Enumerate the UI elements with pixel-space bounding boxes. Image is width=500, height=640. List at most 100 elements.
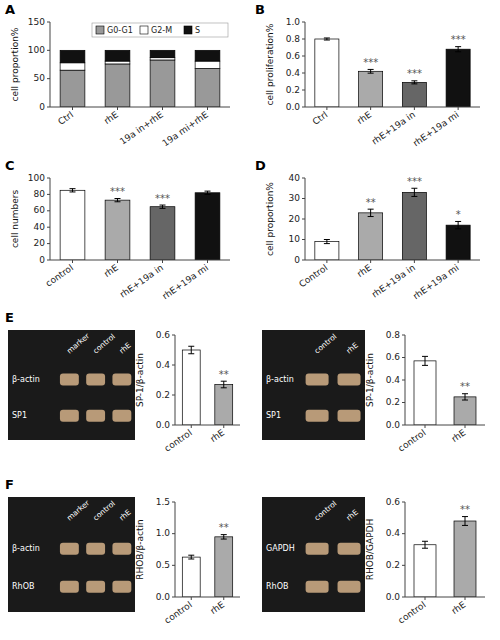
gel-background [8, 497, 135, 612]
x-tick [458, 107, 459, 110]
bar [182, 350, 200, 425]
y-tick-label: 80 [34, 189, 46, 199]
significance: *** [363, 57, 378, 68]
y-tick-label: 0.0 [386, 420, 401, 430]
error-bar [455, 47, 461, 52]
x-tick [117, 260, 118, 263]
lane-label: rhE [345, 340, 361, 355]
legend-box [92, 23, 228, 37]
bar-segment [60, 50, 85, 62]
x-tick [191, 597, 192, 600]
y-axis-label: cell proliferation% [265, 23, 275, 105]
y-tick-label: 0.2 [286, 85, 300, 95]
y-axis [175, 335, 176, 425]
band-label: β-actin [266, 375, 294, 384]
marks [182, 535, 232, 597]
lane-label: marker [65, 331, 92, 356]
y-tick-label: 0.8 [286, 34, 301, 44]
error-bar [368, 209, 374, 216]
bar-chart: 020406080100controlrhErhE+19a inrhE+19a … [5, 158, 230, 301]
panel-label: C [5, 158, 15, 173]
y-tick-label: 20 [34, 238, 46, 248]
gel-band [306, 374, 329, 386]
x-tick-label: control [396, 599, 427, 625]
bar [446, 49, 470, 107]
x-tick [191, 425, 192, 428]
y-tick-label: 40 [289, 173, 301, 183]
y-tick-label: 0.6 [386, 497, 401, 507]
panel-label: D [255, 158, 266, 173]
error-bar [70, 189, 76, 192]
lane-label: marker [65, 498, 92, 523]
significance: ** [460, 504, 470, 515]
gel: controlrhEβ-actinSP1 [262, 330, 365, 440]
marks [182, 346, 232, 425]
gel-band [86, 410, 105, 422]
y-axis [405, 502, 406, 597]
x-tick-label: control [163, 599, 194, 625]
significance: ** [366, 197, 376, 208]
y-tick-label: 0.6 [286, 51, 301, 61]
gel-background [8, 330, 135, 440]
legend-swatch [184, 26, 192, 34]
error-bar [221, 381, 227, 388]
x-tick-label: 19a in+rhE [118, 109, 165, 146]
x-tick-label: control [163, 427, 194, 453]
bar [150, 207, 175, 260]
x-axis [175, 425, 240, 426]
gel-band [112, 374, 131, 386]
y-tick-label: 0.6 [386, 352, 401, 362]
gel-background [262, 497, 365, 612]
gel-band [306, 581, 329, 593]
error-bar [324, 38, 330, 40]
y-axis-label: cell proportion% [265, 182, 275, 256]
x-axis [405, 597, 485, 598]
y-axis [305, 22, 306, 107]
figure: 050100150CtrlrhE19a in+rhE19a mi+rhEcell… [0, 0, 500, 640]
legend-swatch [140, 26, 148, 34]
x-axis [305, 260, 480, 261]
marks [60, 189, 220, 260]
y-tick-label: 20 [289, 214, 301, 224]
x-tick-label: Ctrl [56, 109, 75, 126]
gel-band [86, 374, 105, 386]
bar [215, 537, 233, 597]
y-tick-label: 0 [39, 255, 45, 265]
y-axis-label: cell proportion% [10, 27, 20, 101]
gel: markercontrolrhEβ-actinRhOBF [5, 477, 135, 612]
band-label: β-actin [12, 375, 40, 384]
x-axis [50, 260, 230, 261]
gel-band [338, 581, 361, 593]
bar [359, 213, 383, 260]
x-tick-label: rhE [355, 262, 373, 279]
y-tick-label: 50 [34, 73, 46, 83]
error-bar [368, 69, 374, 73]
gel-band [338, 543, 361, 555]
bar-chart: 0.00.20.40.6controlrhESP-1/β-actin** [135, 330, 240, 454]
lane-label: rhE [117, 340, 133, 355]
marks [60, 50, 220, 107]
lane-label: control [91, 332, 117, 356]
error-bar [462, 394, 468, 400]
gel-band [306, 543, 329, 555]
band-label: RhOB [266, 582, 288, 591]
bar-segment [150, 60, 175, 107]
x-tick [370, 107, 371, 110]
x-tick [117, 107, 118, 110]
x-tick-label: rhE+19a mi [411, 262, 461, 301]
bar-chart: 050100150CtrlrhE19a in+rhE19a mi+rhEcell… [5, 2, 230, 148]
bar-chart: 010203040ControlrhErhE+19a inrhE+19a mic… [255, 158, 480, 301]
bar [414, 545, 436, 597]
bar-chart: 0.00.20.40.60.8controlrhESP-1/β-actin** [365, 330, 485, 454]
significance: ** [219, 522, 229, 533]
y-axis [50, 178, 51, 260]
band-label: RhOB [12, 582, 34, 591]
x-tick-label: rhE+19a in [370, 262, 417, 299]
panel-label: F [5, 477, 14, 492]
x-tick [207, 260, 208, 263]
y-tick-label: 10 [289, 234, 301, 244]
y-tick-label: 1.5 [156, 497, 170, 507]
error-bar [455, 221, 461, 228]
bar-segment [60, 70, 85, 107]
y-axis-label: RHOB/GAPDH [365, 519, 375, 581]
